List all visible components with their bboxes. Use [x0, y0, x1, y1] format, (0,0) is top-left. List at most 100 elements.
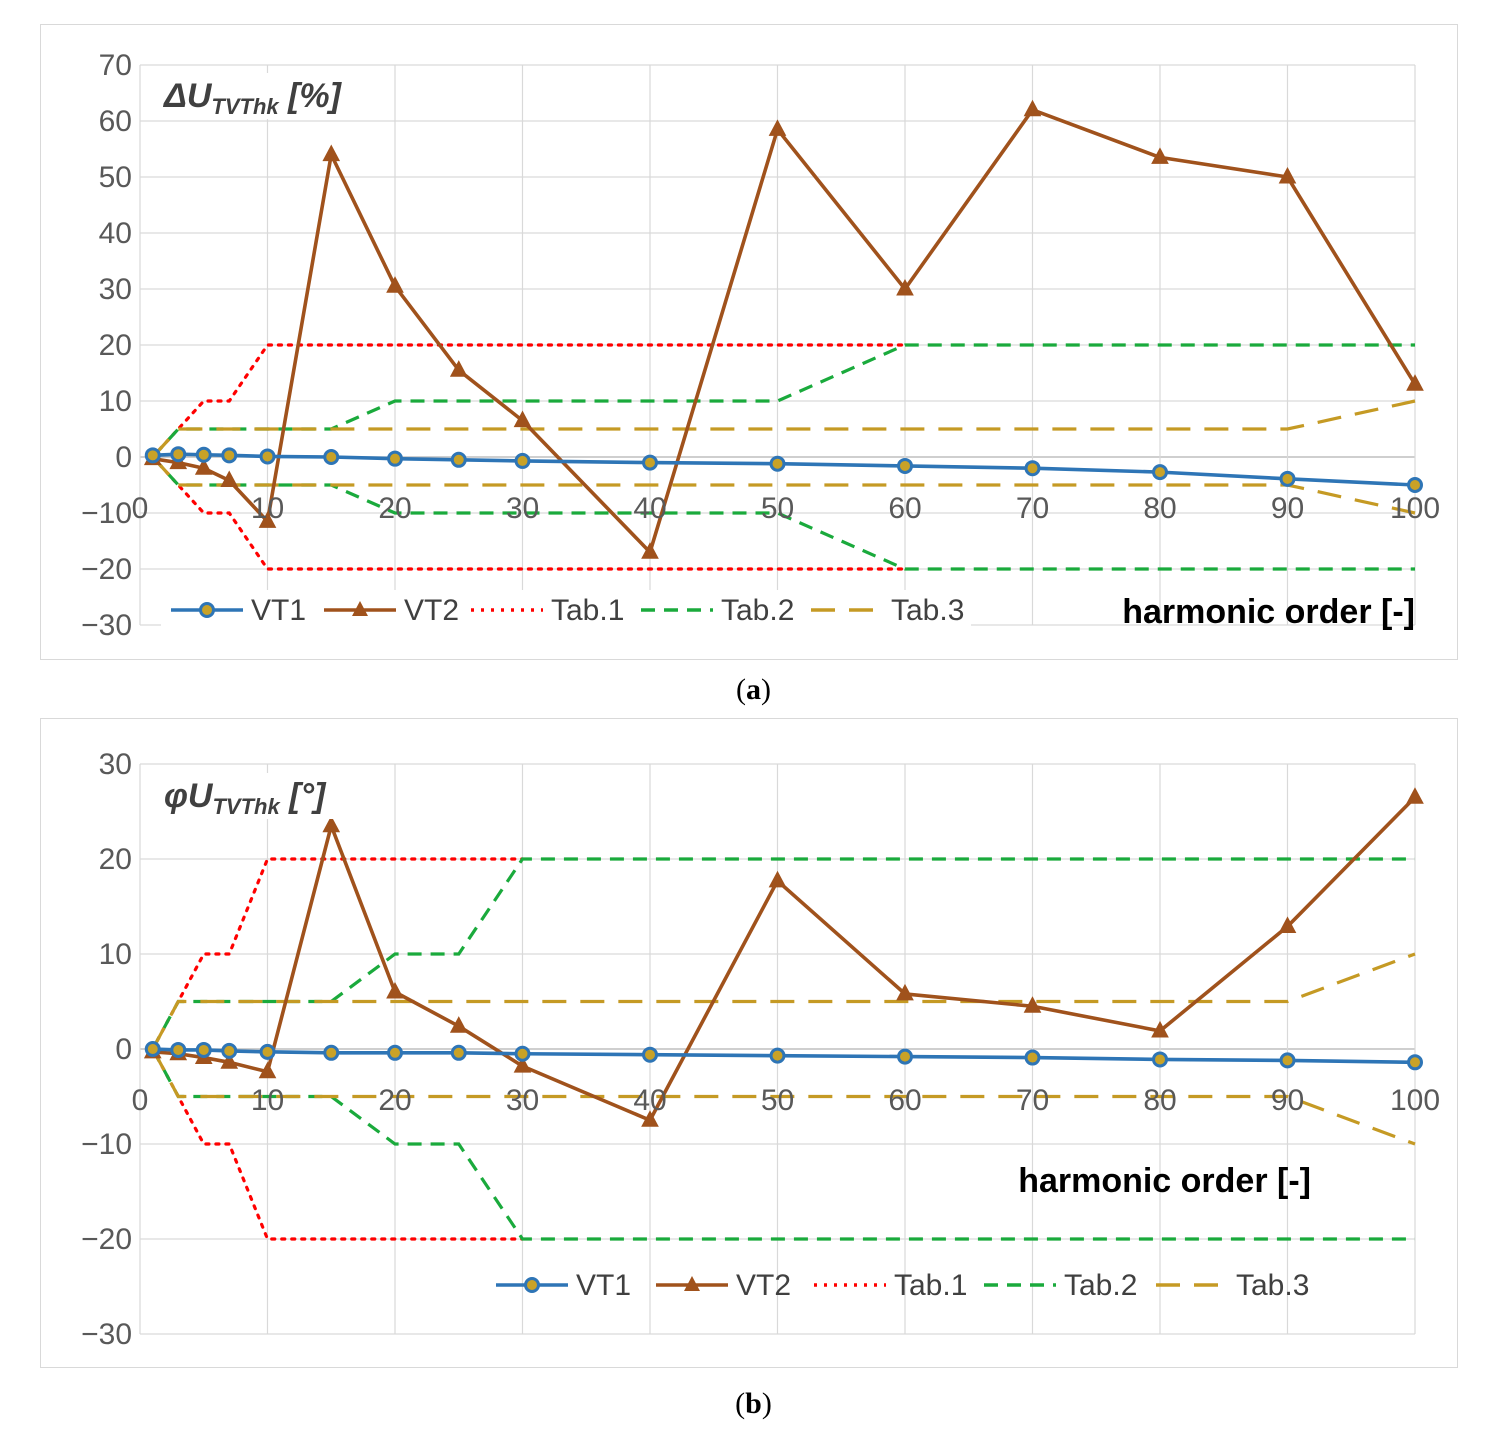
legend-label: Tab.2 [721, 594, 794, 627]
chart-panel-a: −30 −20 −10 0 10 20 30 40 50 60 70 0 10 20 30 40 50 60 70 8… [40, 24, 1458, 660]
vt1-point [450, 451, 467, 468]
legend-marker-vt1 [199, 602, 215, 618]
legend-label: VT1 [576, 1269, 631, 1302]
vt1-point [323, 449, 340, 465]
vt1-point [221, 447, 238, 464]
vt1-point [1407, 477, 1423, 493]
x-tick-label: 10 [251, 492, 284, 525]
vt1-point [897, 1048, 913, 1065]
vt2-point [513, 410, 532, 428]
vt2-point [513, 1056, 532, 1073]
x-tick-label: 40 [633, 492, 666, 525]
series-vt2-line [152, 795, 1417, 1123]
vt1-point [1407, 1054, 1423, 1071]
vt2-point [220, 1052, 239, 1069]
legend-marker-vt2 [352, 601, 368, 616]
caption-a: (a) [736, 673, 771, 706]
x-tick-label: 0 [132, 1084, 149, 1117]
y-axis-label-unit: [°] [280, 777, 327, 815]
vt1-point [514, 452, 531, 469]
x-tick-label: 80 [1143, 492, 1176, 525]
x-tick-label: 60 [888, 1084, 921, 1117]
vt2-point [1151, 147, 1169, 164]
x-axis-label: harmonic order [-] [1018, 1162, 1311, 1200]
vt2-point [258, 511, 277, 528]
vt1-point [769, 1047, 786, 1064]
legend-label: VT2 [736, 1269, 791, 1302]
vt2-point [220, 470, 239, 488]
vt1-point [259, 448, 276, 465]
series-tab1-upper [151, 857, 525, 1051]
vt2-point [768, 119, 787, 136]
vt2-point [322, 815, 341, 833]
vt1-point [642, 1046, 658, 1063]
vt1-point [387, 1044, 403, 1061]
y-axis-label: φUTVThk [°] [164, 777, 327, 819]
legend-label: Tab.1 [551, 594, 624, 627]
vt1-point [1024, 1049, 1041, 1066]
series-tab3-upper [151, 952, 1416, 1050]
x-tick-label: 30 [506, 492, 539, 525]
x-tick-label: 50 [761, 492, 794, 525]
x-tick-label: 70 [1016, 492, 1049, 525]
y-tick-label: −10 [81, 1128, 132, 1161]
vt2-point [1278, 916, 1297, 933]
legend-bg [161, 590, 971, 634]
x-tick-label: 30 [506, 1084, 539, 1117]
y-tick-label: −30 [81, 609, 132, 642]
y-axis-label-sub: TVThk [212, 794, 281, 819]
y-tick-label: −30 [81, 1318, 132, 1351]
vt1-point [221, 1042, 238, 1059]
y-axis-label-main: ΔU [162, 77, 213, 115]
vt2-point [322, 144, 341, 162]
vt2-point [386, 276, 404, 293]
legend-label: Tab.2 [1064, 1269, 1137, 1302]
x-tick-label: 60 [888, 492, 921, 525]
x-tick-label: 80 [1143, 1084, 1176, 1117]
caption-b: (b) [735, 1387, 772, 1420]
x-tick-label: 20 [378, 492, 411, 525]
legend-label: Tab.3 [891, 594, 964, 627]
y-tick-label: 10 [99, 938, 132, 971]
y-tick-label: 0 [115, 1033, 132, 1066]
vt1-point [259, 1043, 276, 1060]
vt2-point [1406, 374, 1424, 391]
legend-marker-vt1 [524, 1277, 540, 1293]
legend-label: VT2 [404, 594, 459, 627]
vt1-point [144, 1041, 161, 1057]
y-axis-label: ΔUTVThk [%] [162, 77, 343, 119]
y-tick-label: 0 [115, 441, 132, 474]
legend-label: VT1 [251, 594, 306, 627]
series-vt1-line [152, 452, 1416, 487]
y-axis-label-sub: TVThk [211, 94, 280, 119]
x-tick-label: 100 [1390, 492, 1440, 525]
series-vt1-line [152, 1047, 1416, 1065]
y-axis-label-unit: [%] [279, 77, 343, 115]
y-axis-label-main: φU [164, 777, 214, 815]
vt2-point [1406, 787, 1424, 804]
x-tick-label: 70 [1016, 1084, 1049, 1117]
series-tab3-lower [151, 1048, 1416, 1146]
vt2-point [1151, 1020, 1169, 1038]
vt1-point [387, 450, 403, 467]
x-tick-label: 40 [633, 1084, 666, 1117]
vt2-point [1023, 99, 1042, 117]
x-tick-label: 10 [251, 1084, 284, 1117]
vt1-point [1024, 460, 1041, 477]
legend-label: Tab.3 [1236, 1269, 1309, 1302]
y-tick-label: −10 [81, 497, 132, 530]
vt1-point [514, 1045, 531, 1062]
vt2-point [449, 360, 468, 377]
series-tab2-upper [151, 343, 1415, 459]
vt2-point [768, 870, 787, 888]
x-tick-label: 50 [761, 1084, 794, 1117]
series-tab3-lower [151, 455, 1416, 515]
vt2-point [194, 458, 213, 475]
legend-marker-vt2 [684, 1276, 700, 1291]
vt1-point [323, 1044, 340, 1061]
vt2-point [896, 983, 914, 1001]
chart-panel-b: −30 −20 −10 0 10 20 30 0 10 20 30 40 50 60 70 80 90 100 φU… [40, 718, 1458, 1368]
y-tick-label: 40 [99, 217, 132, 250]
